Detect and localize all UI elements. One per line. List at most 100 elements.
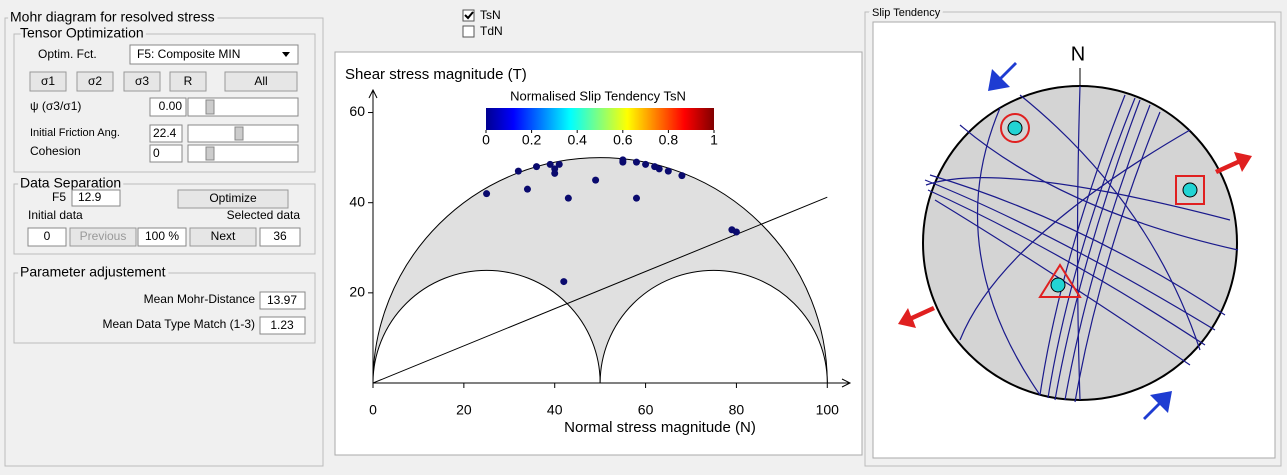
principal-axes [1000,113,1205,298]
input-value: 0.00 [159,99,183,113]
data-point [560,278,568,286]
data-point [632,194,640,202]
y-axis-title: Shear stress magnitude (T) [345,66,527,83]
group-frame [13,272,316,344]
next-button[interactable] [189,227,257,247]
output [259,291,306,310]
data-point [632,158,640,166]
panel-frame [864,11,1282,467]
button[interactable] [76,71,114,92]
colorbar-tick-label: 0 [482,132,490,148]
button-label: σ2 [88,74,102,88]
x-tick-label: 100 [816,402,840,418]
slider[interactable] [187,144,299,163]
colorbar [486,108,714,130]
label: Initial Friction Ang. [30,127,120,139]
output-value: 100 % [145,229,179,243]
input-value: 22.4 [153,126,177,140]
button[interactable] [29,71,67,92]
data-point [655,165,663,173]
dropdown-value: F5: Composite MIN [137,47,240,61]
label: Optim. Fct. [38,47,97,61]
output-value: 12.9 [78,190,102,204]
group-title: Tensor Optimization [20,25,144,41]
data-point [642,160,650,168]
x-tick-label: 20 [456,402,472,418]
colorbar-tick-label: 0.2 [522,132,542,148]
previous-button[interactable] [69,227,137,247]
colorbar-tick-label: 1 [710,132,718,148]
data-point [533,163,541,171]
output-value: 0 [44,229,51,243]
data-point [483,190,491,198]
slider-thumb[interactable] [205,146,215,161]
data-point [619,158,627,166]
label: Cohesion [30,144,81,158]
data-point [555,160,563,168]
checkmark [464,11,474,20]
colorbar-tick-label: 0.8 [659,132,679,148]
optimize-button[interactable] [177,189,289,209]
x-tick-label: 40 [547,402,563,418]
y-tick-label: 20 [349,284,365,300]
great-circles [924,85,1239,403]
colorbar-tick-label: 0.4 [567,132,587,148]
group-frame [13,183,316,255]
x-axis-title: Normal stress magnitude (N) [564,419,756,436]
output-value: 1.23 [270,318,294,332]
output [27,227,67,247]
label: ψ (σ3/σ1) [30,99,81,113]
button-label: R [184,74,193,88]
y-tick-label: 60 [349,103,365,119]
checkbox[interactable] [462,9,475,22]
group-frame [13,33,316,173]
group-title: Parameter adjustement [20,264,166,280]
data-point [546,160,554,168]
checkbox-label: TdN [480,24,503,38]
output-value: 13.97 [267,293,297,307]
label: Mean Data Type Match (1-3) [102,317,255,331]
x-axis [373,378,852,388]
input-value: 0 [153,146,160,160]
data-point [664,167,672,175]
label: Mean Mohr-Distance [144,292,256,306]
data-point [564,194,572,202]
checkbox[interactable] [462,25,475,38]
stress-arrows [898,62,1252,420]
data-point [732,228,740,236]
data-point [523,185,531,193]
colorbar-tick-label: 0.6 [613,132,633,148]
slider-thumb[interactable] [205,99,215,115]
output-value: 36 [273,229,287,243]
data-point [551,169,559,177]
button[interactable] [224,71,298,92]
input[interactable] [149,97,187,117]
button-label: Previous [80,229,127,243]
output [259,316,306,335]
button-label: σ3 [135,74,149,88]
x-tick-label: 80 [729,402,745,418]
slider-thumb[interactable] [234,126,244,141]
mohr-circle [599,269,828,384]
data-point [678,172,686,180]
checkbox-group: TsN TdN [462,8,503,38]
output [71,189,121,207]
mohr-circle [372,269,601,384]
button[interactable] [123,71,161,92]
input[interactable] [149,144,183,163]
panel-title: Slip Tendency [872,7,941,19]
dropdown[interactable] [129,44,299,65]
button[interactable] [169,71,207,92]
checkbox-label: TsN [480,8,501,22]
button-label: σ1 [41,74,55,88]
label: F5 [52,190,66,204]
panel-title: Mohr diagram for resolved stress [10,9,215,25]
label: Selected data [227,208,301,222]
input[interactable] [149,124,183,143]
data-point [592,176,600,184]
output [259,227,301,247]
slider[interactable] [187,97,299,117]
dropdown-arrow [282,52,290,57]
